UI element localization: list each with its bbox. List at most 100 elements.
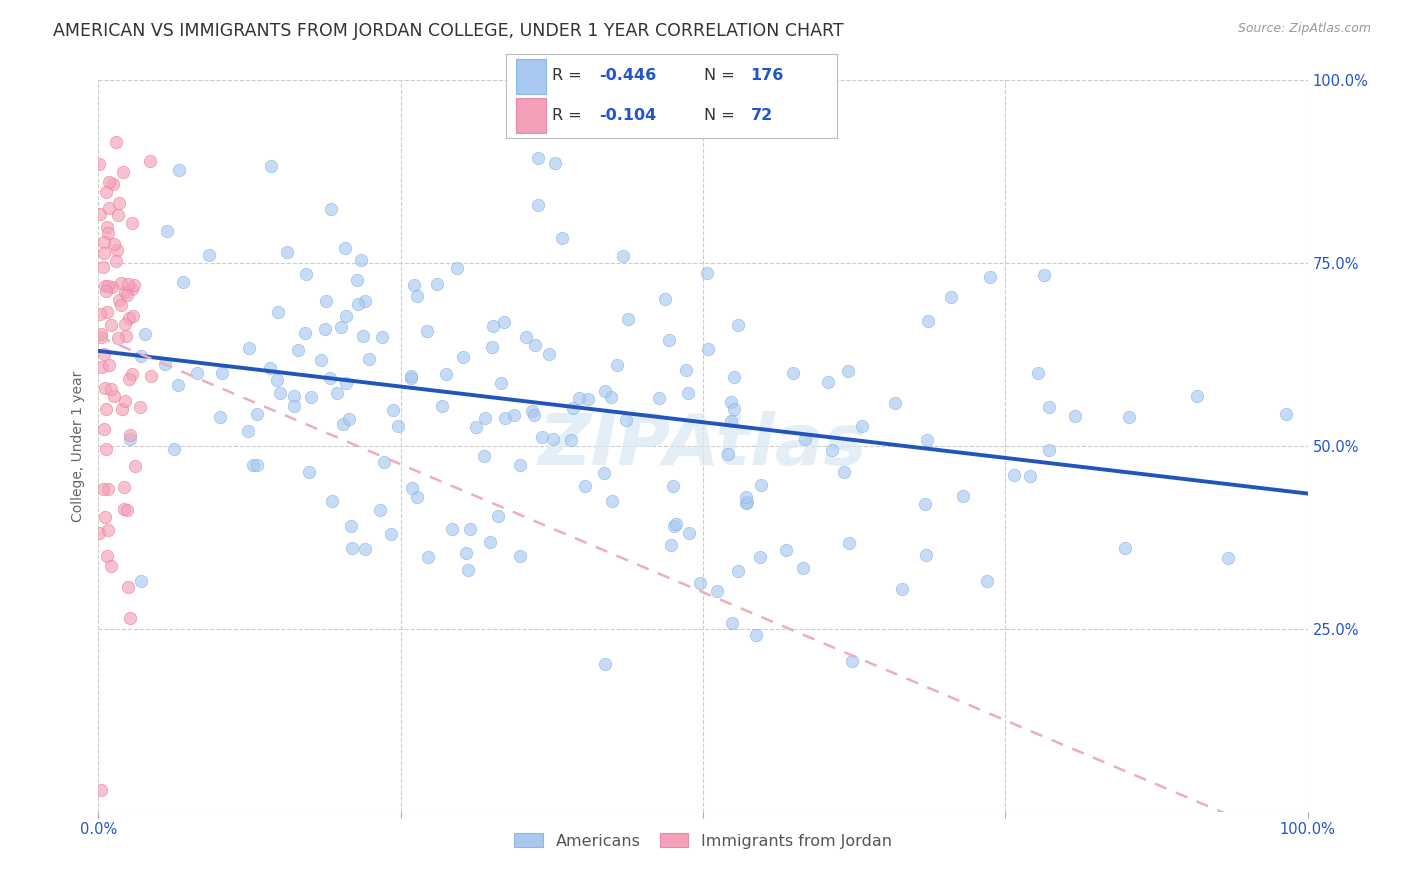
Point [103, 389, 125, 403]
Point [523, 337, 546, 351]
Point [294, 326, 316, 340]
Point [98, 201, 121, 215]
Point [592, 466, 614, 480]
Point [242, 458, 264, 472]
Point [97, 226, 120, 240]
Point [520, 403, 543, 417]
Point [114, 318, 136, 332]
Point [332, 417, 354, 432]
Point [321, 494, 343, 508]
Text: 176: 176 [751, 69, 785, 84]
Point [735, 495, 758, 509]
Point [96, 219, 118, 234]
Point [665, 517, 688, 532]
Point [526, 198, 548, 212]
Point [600, 390, 623, 404]
Point [347, 297, 370, 311]
Point [654, 292, 676, 306]
Point [1114, 541, 1136, 555]
Point [399, 369, 422, 384]
Point [93, 347, 115, 361]
Point [446, 261, 468, 276]
Point [457, 563, 479, 577]
Point [96, 285, 118, 299]
Point [335, 376, 357, 391]
Point [90, 782, 112, 797]
Point [105, 253, 128, 268]
Point [593, 384, 616, 399]
Point [515, 330, 537, 344]
Point [527, 152, 550, 166]
Point [93, 381, 115, 395]
Point [481, 341, 503, 355]
Point [648, 391, 671, 405]
Point [576, 392, 599, 406]
Point [723, 401, 745, 416]
Point [939, 290, 962, 304]
Point [294, 268, 316, 282]
Point [720, 414, 742, 428]
Point [236, 424, 259, 438]
Point [662, 519, 685, 533]
Point [121, 216, 143, 230]
Point [1019, 468, 1042, 483]
Point [373, 455, 395, 469]
Point [115, 288, 138, 302]
Point [93, 422, 115, 436]
Point [612, 249, 634, 263]
Point [259, 361, 281, 376]
Point [352, 329, 374, 343]
Point [115, 329, 138, 343]
Bar [516, 59, 546, 95]
Point [117, 277, 139, 291]
Point [751, 477, 773, 491]
Point [454, 546, 477, 560]
Point [917, 314, 939, 328]
Point [340, 518, 363, 533]
Point [319, 371, 342, 385]
Point [530, 429, 553, 443]
Point [315, 293, 337, 308]
Point [100, 318, 122, 332]
Point [110, 298, 132, 312]
Point [658, 334, 681, 348]
Point [370, 330, 392, 344]
Point [96, 305, 118, 319]
Point [593, 657, 616, 671]
Point [720, 395, 742, 409]
Point [793, 432, 815, 446]
Point [167, 377, 190, 392]
Point [574, 479, 596, 493]
Point [87, 525, 110, 540]
Point [101, 280, 124, 294]
Point [107, 331, 129, 345]
Point [172, 275, 194, 289]
Point [357, 351, 380, 366]
Point [616, 312, 638, 326]
Point [186, 367, 208, 381]
Point [401, 371, 423, 385]
Point [976, 574, 998, 589]
Point [523, 408, 546, 422]
Point [117, 580, 139, 594]
Point [568, 391, 591, 405]
Point [440, 522, 463, 536]
Point [735, 490, 758, 504]
Text: Source: ZipAtlas.com: Source: ZipAtlas.com [1237, 22, 1371, 36]
Point [89, 307, 111, 321]
Point [112, 480, 135, 494]
Point [509, 458, 531, 472]
Point [325, 386, 347, 401]
Point [675, 362, 697, 376]
Point [93, 246, 115, 260]
Point [269, 385, 291, 400]
Point [430, 399, 453, 413]
Point [458, 522, 481, 536]
Point [111, 165, 134, 179]
Point [298, 466, 321, 480]
Point [914, 549, 936, 563]
Point [550, 231, 572, 245]
Point [118, 428, 141, 442]
Point [129, 574, 152, 589]
Point [509, 549, 531, 563]
